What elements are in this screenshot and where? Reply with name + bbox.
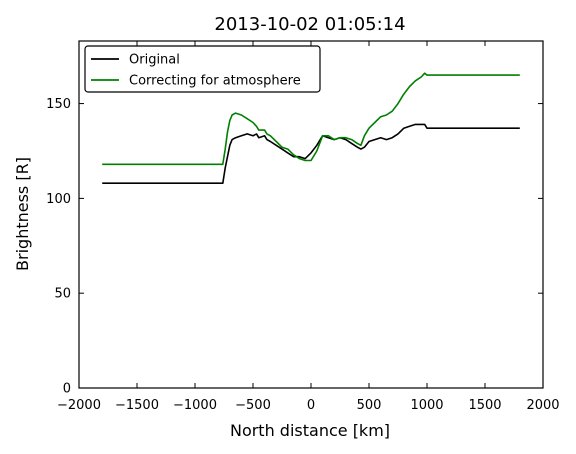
x-tick-label: 1000 — [410, 398, 443, 413]
x-tick-label: 0 — [307, 398, 315, 413]
legend-label-0: Original — [129, 53, 180, 68]
x-tick-label: 2000 — [526, 398, 559, 413]
y-tick-label: 50 — [54, 287, 71, 302]
legend-box — [84, 45, 321, 93]
legend-label-1: Correcting for atmosphere — [129, 74, 301, 89]
chart-title: 2013-10-02 01:05:14 — [214, 14, 405, 35]
x-tick-label: 1500 — [468, 398, 501, 413]
x-tick-label: −500 — [235, 398, 271, 413]
x-tick-label: −1000 — [173, 398, 217, 413]
y-tick-label: 150 — [46, 97, 71, 112]
plot-area: −2000 −1500 −1000 −500 0 500 1000 1500 2000 0 50 10… — [46, 40, 560, 413]
x-tick-label: −2000 — [57, 398, 101, 413]
x-axis-label: North distance [km] — [230, 421, 390, 440]
y-axis-label: Brightness [R] — [13, 157, 32, 271]
x-tick-label: −1500 — [115, 398, 159, 413]
x-tick-label: 500 — [357, 398, 382, 413]
y-tick-label: 100 — [46, 192, 71, 207]
series-line-0 — [102, 123, 520, 184]
y-tick-label: 0 — [63, 382, 71, 397]
series-line-1 — [102, 72, 520, 166]
